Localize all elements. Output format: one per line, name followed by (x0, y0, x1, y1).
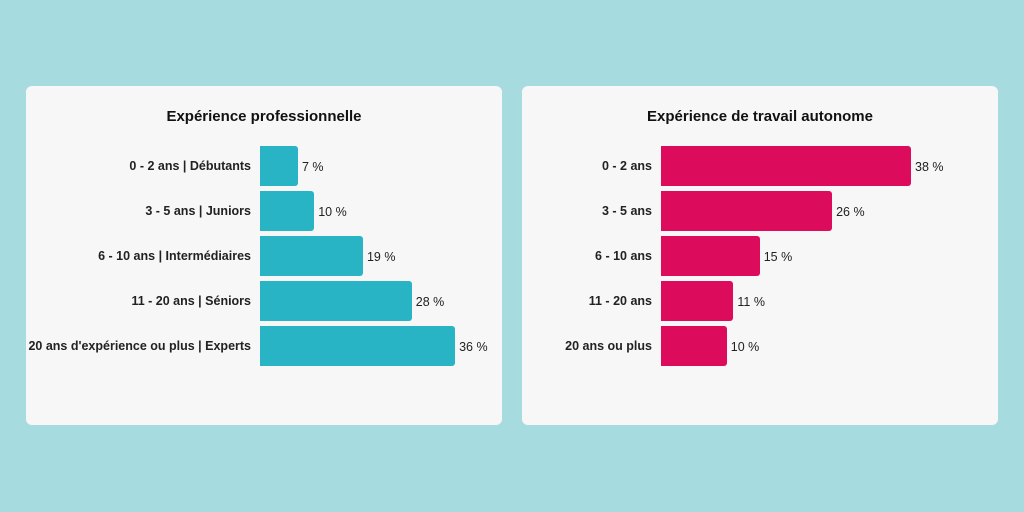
bar (661, 236, 760, 276)
data-label: 11 % (737, 295, 765, 309)
data-label: 38 % (915, 160, 944, 174)
bar (260, 326, 456, 366)
category-label: 6 - 10 ans | Intermédiaires (98, 249, 251, 263)
category-label: 0 - 2 ans (601, 159, 652, 173)
data-label: 10 % (318, 205, 347, 219)
bar (661, 281, 734, 321)
data-label: 10 % (730, 340, 760, 354)
category-label: 20 ans ou plus (565, 339, 652, 353)
bar (661, 326, 727, 366)
data-label: 19 % (366, 250, 396, 264)
category-label: 11 - 20 ans | Séniors (131, 294, 251, 308)
chart-card-freelance-experience: Expérience de travail autonome 0 - 2 ans… (522, 86, 998, 425)
category-label: 3 - 5 ans (601, 204, 652, 218)
bar (260, 146, 298, 186)
data-label: 15 % (763, 250, 793, 264)
bar (661, 146, 912, 186)
chart-card-professional-experience: Expérience professionnelle 0 - 2 ans | D… (26, 86, 502, 425)
data-label: 28 % (415, 295, 445, 309)
data-label: 7 % (301, 160, 324, 174)
chart-title: Expérience professionnelle (166, 108, 362, 125)
category-label: 0 - 2 ans | Débutants (129, 159, 251, 173)
category-label: 3 - 5 ans | Juniors (145, 204, 251, 218)
category-label: 11 - 20 ans (588, 294, 652, 308)
chart-title: Expérience de travail autonome (647, 108, 873, 125)
bar (260, 191, 315, 231)
bar (661, 191, 833, 231)
category-label: 20 ans d'expérience ou plus | Experts (28, 339, 251, 353)
data-label: 26 % (836, 205, 865, 219)
bar (260, 236, 363, 276)
category-label: 6 - 10 ans (595, 249, 652, 263)
data-label: 36 % (459, 340, 488, 354)
bar (260, 281, 412, 321)
